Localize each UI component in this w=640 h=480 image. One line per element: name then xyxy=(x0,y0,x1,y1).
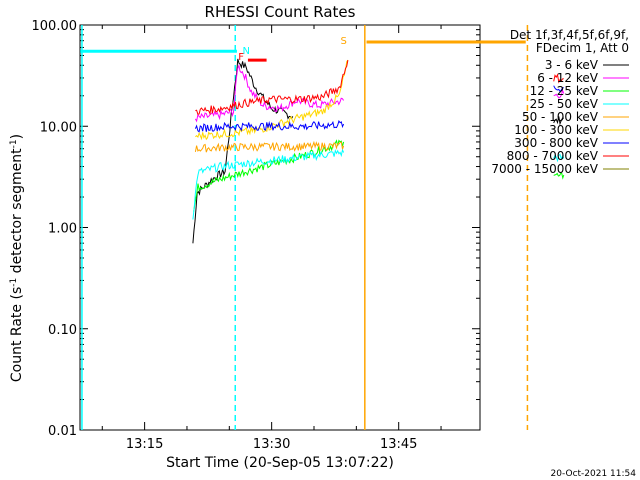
series-line xyxy=(553,116,564,126)
event-markers: NF S xyxy=(238,36,347,63)
series-line xyxy=(553,88,565,99)
series-line xyxy=(553,85,564,93)
footer-date: 20-Oct-2021 11:54 xyxy=(551,469,637,479)
legend-entry-label: 800 - 7000 keV xyxy=(507,149,599,163)
event-marker-label: S xyxy=(340,36,346,47)
x-tick-label: 13:15 xyxy=(126,437,163,452)
legend-entry-label: 100 - 300 keV xyxy=(514,123,598,137)
series-line xyxy=(194,120,345,133)
legend-entry-label: 50 - 100 keV xyxy=(522,110,599,124)
plot-frame xyxy=(79,24,481,431)
series-line xyxy=(193,139,345,212)
legend-entry-label: 6 - 12 keV xyxy=(537,71,599,85)
x-axis-label: Start Time (20-Sep-05 13:07:22) xyxy=(166,455,394,471)
y-tick-label: 1.00 xyxy=(48,222,77,237)
series-line xyxy=(553,73,564,84)
overlay-vertical-lines xyxy=(81,25,529,430)
legend-header-line-2: FDecim 1, Att 0 xyxy=(536,41,629,55)
event-marker-label: F xyxy=(238,52,244,63)
series-line xyxy=(195,60,349,116)
series-line xyxy=(194,140,345,153)
series-line xyxy=(194,63,345,123)
legend-entry-label: 300 - 800 keV xyxy=(514,136,598,150)
series-line xyxy=(192,148,345,220)
series-line xyxy=(553,172,565,180)
series-line xyxy=(553,153,565,163)
y-tick-label: 0.01 xyxy=(48,424,77,439)
y-axis-label: Count Rate (s-1 detector segment-1) xyxy=(9,134,25,382)
y-tick-label: 0.10 xyxy=(48,323,77,338)
legend-entry-label: 12 - 25 keV xyxy=(530,84,599,98)
x-tick-label: 13:30 xyxy=(253,437,290,452)
legend-entry-label: 7000 - 15000 keV xyxy=(491,162,598,176)
series-line xyxy=(195,59,349,141)
overlay-horizontal-lines xyxy=(80,40,526,62)
legend-entry-label: 25 - 50 keV xyxy=(530,97,599,111)
event-marker-label: N xyxy=(243,46,250,57)
y-tick-label: 10.00 xyxy=(40,120,77,135)
y-tick-label: 100.00 xyxy=(32,19,78,34)
legend-entry-label: 3 - 6 keV xyxy=(545,58,599,72)
series-line xyxy=(192,58,294,244)
x-tick-label: 13:45 xyxy=(380,437,417,452)
chart-title: RHESSI Count Rates xyxy=(205,3,356,21)
legend-header-line-1: Det 1f,3f,4f,5f,6f,9f, xyxy=(510,28,629,42)
legend: Det 1f,3f,4f,5f,6f,9f, FDecim 1, Att 0 3… xyxy=(491,28,629,176)
series-group xyxy=(192,58,565,244)
axes: 13:15 13:30 13:45 0.01 0.10 1.00 10.00 100.00 xyxy=(32,19,481,452)
